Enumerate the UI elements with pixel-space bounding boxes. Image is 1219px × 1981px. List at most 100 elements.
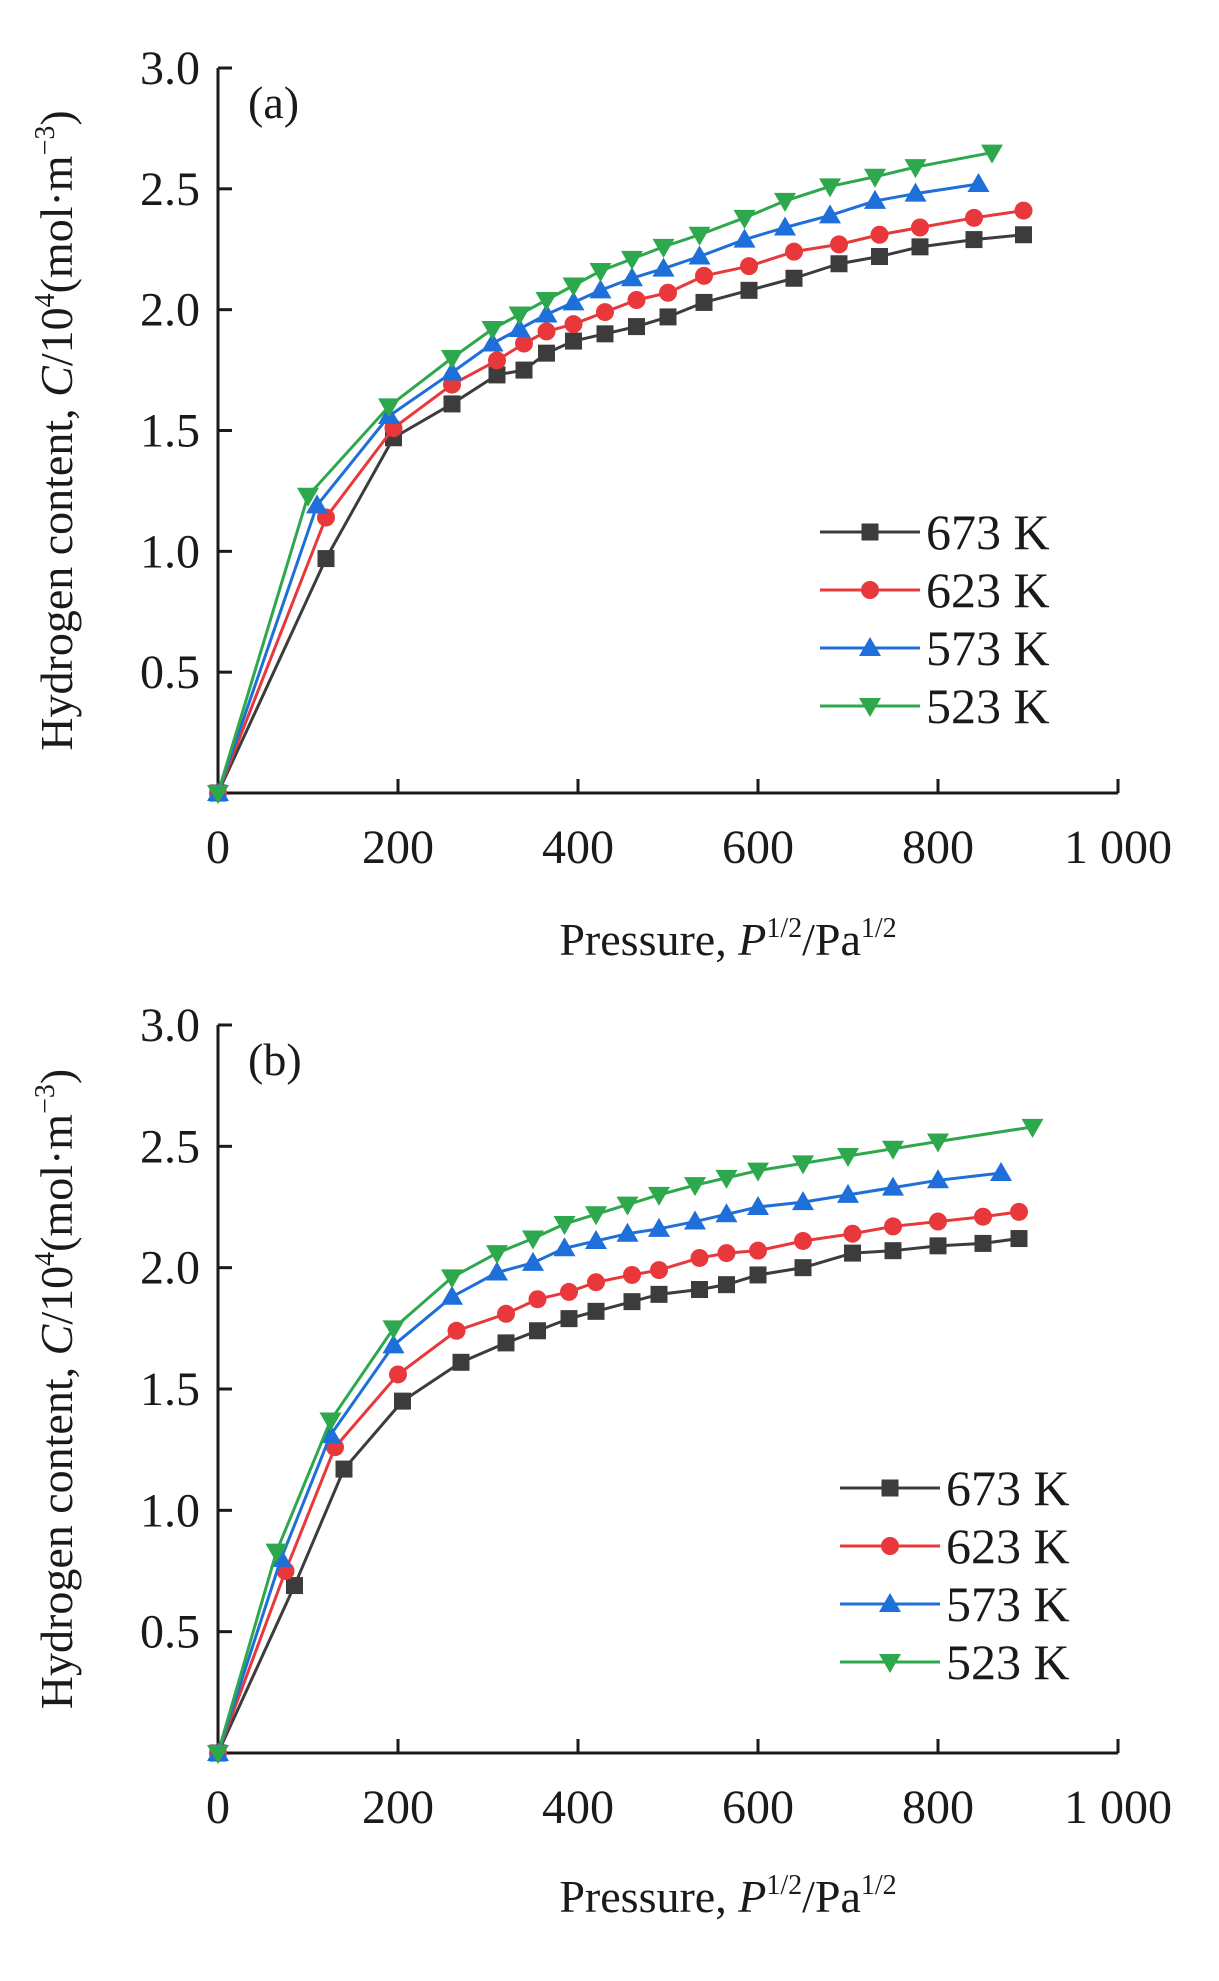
data-point: [389, 1365, 407, 1384]
legend-marker: [859, 637, 881, 656]
data-point: [981, 144, 1003, 164]
data-point: [382, 1320, 405, 1340]
data-point: [297, 487, 319, 507]
data-point: [695, 293, 713, 311]
legend-label: 573 K: [926, 620, 1050, 676]
data-point: [904, 182, 927, 202]
data-point: [1010, 1230, 1028, 1248]
data-point: [621, 267, 643, 287]
chart-panel: 0 200 400 600 800 1 000 0.5 1.0 1.5 2.0 2.5 3.0 (b) P…: [30, 999, 1172, 1922]
legend-marker: [859, 698, 881, 717]
data-point: [394, 1392, 411, 1410]
data-point: [441, 1269, 463, 1289]
y-tick-label: 1.5: [140, 1363, 200, 1416]
data-point: [1015, 226, 1032, 244]
data-point: [819, 178, 841, 198]
data-point: [648, 1217, 670, 1237]
data-point: [538, 344, 555, 362]
data-point: [870, 225, 889, 244]
data-point: [270, 1547, 292, 1567]
data-point: [207, 785, 229, 804]
data-point: [553, 1237, 576, 1257]
data-point: [792, 1191, 814, 1211]
data-point: [717, 1244, 736, 1263]
data-point: [627, 291, 646, 309]
x-tick-label: 800: [902, 821, 974, 874]
data-point: [690, 1248, 709, 1267]
data-point: [718, 1276, 735, 1294]
data-point: [587, 1302, 605, 1320]
data-point: [830, 255, 848, 273]
data-point: [967, 173, 990, 192]
panel-label: (a): [248, 77, 299, 128]
data-point: [537, 322, 556, 341]
data-point: [990, 1162, 1012, 1182]
data-point: [481, 321, 504, 340]
data-point: [695, 266, 713, 285]
data-point: [819, 204, 841, 224]
data-point: [207, 1745, 229, 1764]
x-tick-label: 0: [206, 821, 230, 874]
data-point: [659, 308, 677, 326]
data-point: [733, 228, 756, 248]
data-point: [447, 1321, 466, 1340]
y-axis-label: Hydrogen content, C/104(mol·m−3): [30, 110, 82, 750]
data-point: [884, 1217, 902, 1236]
data-point: [715, 1169, 738, 1189]
x-tick-label: 600: [722, 821, 794, 874]
data-point: [486, 1245, 508, 1265]
legend-label: 623 K: [926, 562, 1050, 618]
data-point: [628, 318, 645, 336]
data-point: [929, 1237, 947, 1255]
data-point: [486, 1261, 508, 1281]
x-tick-label: 1 000: [1064, 1781, 1172, 1834]
series-523k: [207, 1118, 1044, 1764]
legend-entry: 673 K: [820, 504, 1050, 560]
data-point: [522, 1230, 544, 1250]
data-point: [747, 1162, 769, 1182]
data-point: [785, 269, 803, 287]
legend-marker: [881, 1537, 899, 1555]
y-axis-label: Hydrogen content, C/104(mol·m−3): [30, 1069, 82, 1709]
data-point: [747, 1196, 769, 1215]
legend-marker: [861, 581, 879, 599]
data-point: [589, 263, 612, 282]
legend-entry: 573 K: [840, 1576, 1070, 1632]
data-point: [564, 315, 583, 334]
data-point: [378, 398, 400, 418]
y-tick-label: 3.0: [140, 999, 200, 1052]
y-tick-label: 1.0: [140, 1484, 200, 1537]
data-point: [443, 395, 461, 413]
data-point: [733, 209, 756, 229]
y-tick-label: 2.0: [140, 284, 200, 337]
series-623k: [209, 1202, 1028, 1762]
data-point: [286, 1577, 303, 1595]
y-tick-label: 0.5: [140, 646, 200, 699]
data-point: [441, 350, 463, 369]
y-tick-label: 1.5: [140, 405, 200, 458]
legend-entry: 623 K: [840, 1518, 1070, 1574]
data-point: [560, 1282, 578, 1301]
data-point: [553, 1215, 576, 1235]
legend-marker: [881, 1479, 899, 1497]
data-point: [621, 250, 643, 270]
data-point: [785, 242, 803, 261]
data-point: [441, 361, 463, 381]
y-tick-label: 2.0: [140, 1242, 200, 1295]
data-point: [965, 231, 983, 249]
data-point: [335, 1460, 353, 1478]
x-tick-label: 400: [542, 821, 614, 874]
data-point: [265, 1543, 288, 1563]
data-point: [844, 1244, 861, 1262]
data-point: [562, 277, 585, 297]
legend-entry: 573 K: [820, 620, 1050, 676]
data-point: [535, 303, 558, 323]
data-point: [927, 1133, 949, 1153]
data-point: [882, 1176, 904, 1196]
data-point: [1014, 201, 1033, 220]
data-point: [864, 189, 886, 209]
data-point: [560, 1310, 578, 1328]
series-573k: [207, 173, 990, 801]
data-point: [535, 292, 558, 311]
data-point: [488, 366, 506, 384]
